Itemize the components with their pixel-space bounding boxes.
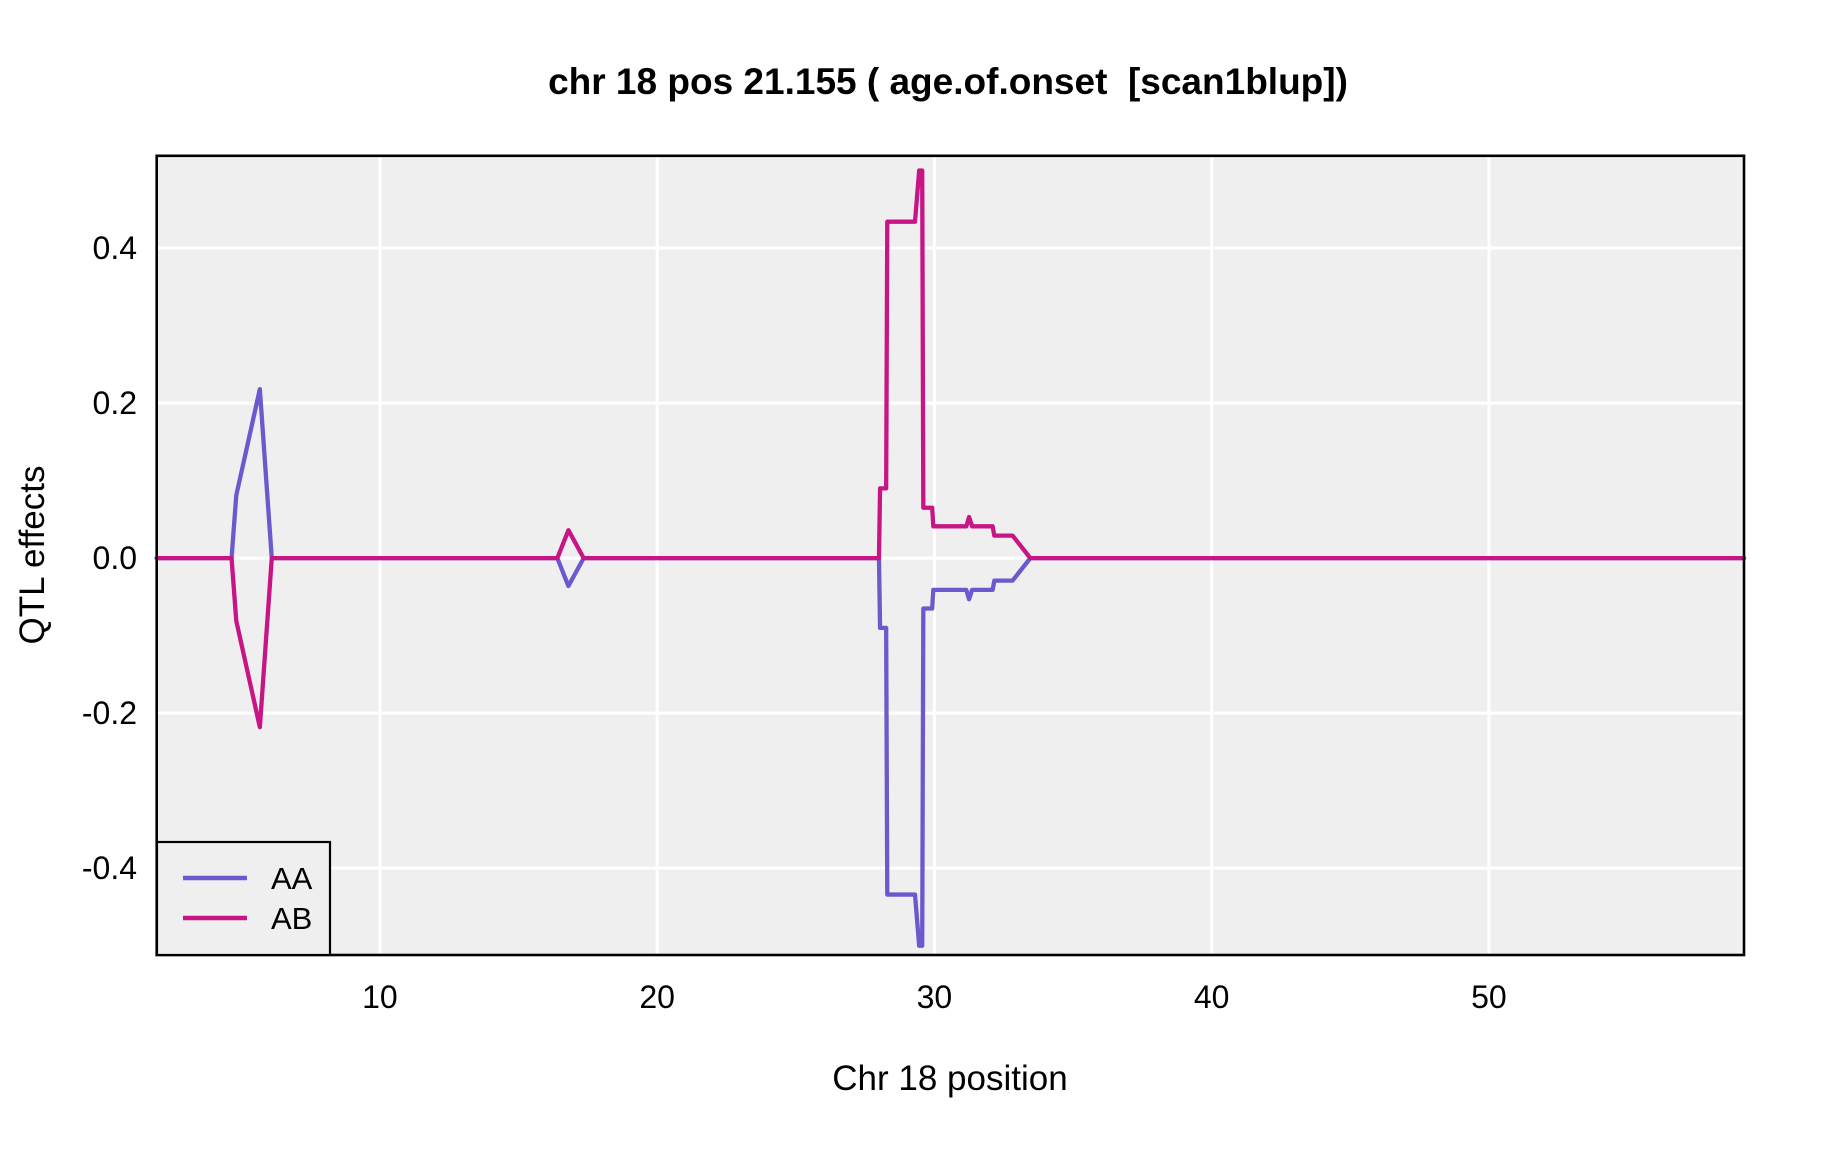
y-tick-label-0.4: 0.4 — [93, 230, 137, 266]
plot-panel-background — [156, 155, 1745, 956]
legend: AA AB — [155, 840, 332, 957]
series-line-AB — [154, 168, 1747, 730]
x-tick-label-50: 50 — [1471, 979, 1507, 1015]
y-axis-title: QTL effects — [13, 466, 52, 645]
y-tick-label-0.2: 0.2 — [93, 385, 137, 421]
y-tick-label--0.2: -0.2 — [82, 695, 137, 731]
x-axis-title: Chr 18 position — [832, 1059, 1067, 1098]
x-tick-label-20: 20 — [639, 979, 675, 1015]
y-tick-label--0.4: -0.4 — [82, 850, 137, 886]
legend-box — [155, 840, 332, 957]
x-tick-label-30: 30 — [917, 979, 953, 1015]
x-tick-label-40: 40 — [1194, 979, 1230, 1015]
x-tick-label-10: 10 — [362, 979, 398, 1015]
y-tick-labels: -0.4 -0.2 0.0 0.2 0.4 — [82, 230, 137, 886]
series-lines — [154, 168, 1747, 948]
chart-title: chr 18 pos 21.155 ( age.of.onset [scan1b… — [548, 61, 1348, 102]
plot-panel-border — [155, 154, 1746, 957]
legend-label-AB: AB — [271, 901, 312, 936]
legend-label-AA: AA — [271, 861, 313, 896]
y-tick-label-0: 0.0 — [93, 540, 137, 576]
x-tick-labels: 10 20 30 40 50 — [362, 979, 1507, 1015]
grid-lines — [156, 155, 1744, 955]
